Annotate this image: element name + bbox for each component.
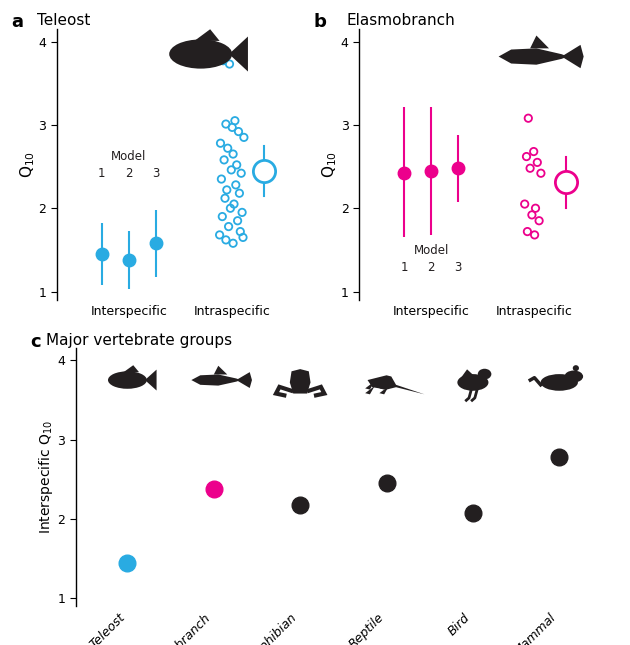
- Text: Model: Model: [111, 150, 146, 163]
- Polygon shape: [192, 375, 241, 386]
- Point: [215, 138, 226, 148]
- Ellipse shape: [564, 370, 583, 382]
- Polygon shape: [195, 29, 220, 41]
- Y-axis label: Q$_{10}$: Q$_{10}$: [321, 151, 340, 178]
- Ellipse shape: [478, 369, 491, 379]
- Text: 3: 3: [152, 166, 159, 179]
- Ellipse shape: [541, 374, 578, 391]
- Point: [230, 115, 240, 126]
- Point: [231, 180, 241, 190]
- Point: [530, 230, 540, 240]
- Polygon shape: [145, 370, 157, 390]
- Point: [536, 168, 546, 179]
- Point: [219, 155, 229, 165]
- Ellipse shape: [573, 365, 579, 371]
- Point: [232, 215, 243, 226]
- Point: [226, 164, 236, 175]
- Point: [529, 146, 539, 157]
- Point: [229, 199, 239, 209]
- Polygon shape: [498, 48, 568, 64]
- Ellipse shape: [457, 374, 488, 391]
- Text: c: c: [30, 333, 41, 351]
- Polygon shape: [459, 370, 479, 380]
- Point: [216, 174, 226, 184]
- Y-axis label: Interspecific Q$_{10}$: Interspecific Q$_{10}$: [37, 421, 55, 534]
- Point: [215, 230, 225, 240]
- Text: a: a: [11, 13, 23, 31]
- Point: [228, 149, 238, 159]
- Point: [530, 203, 541, 213]
- Polygon shape: [236, 372, 252, 388]
- Point: [220, 193, 230, 203]
- Point: [527, 210, 537, 220]
- Text: Major vertebrate groups: Major vertebrate groups: [46, 333, 232, 348]
- Polygon shape: [123, 365, 139, 372]
- Point: [224, 59, 234, 69]
- Point: [522, 226, 532, 237]
- Polygon shape: [379, 386, 389, 394]
- Point: [218, 55, 228, 66]
- Point: [217, 212, 227, 222]
- Polygon shape: [365, 386, 375, 394]
- Polygon shape: [367, 375, 425, 394]
- Point: [227, 122, 238, 132]
- Point: [522, 152, 532, 162]
- Point: [221, 119, 231, 129]
- Polygon shape: [229, 37, 248, 72]
- Polygon shape: [530, 35, 549, 48]
- Point: [224, 221, 234, 232]
- Text: 2: 2: [125, 166, 132, 179]
- Text: 1: 1: [98, 166, 105, 179]
- Polygon shape: [214, 366, 227, 375]
- Point: [520, 199, 530, 209]
- Point: [228, 238, 238, 248]
- Polygon shape: [290, 369, 311, 393]
- Point: [222, 184, 232, 195]
- Text: Model: Model: [413, 244, 449, 257]
- Point: [222, 143, 232, 154]
- Text: 2: 2: [427, 261, 435, 273]
- Point: [239, 132, 249, 143]
- Text: Elasmobranch: Elasmobranch: [346, 13, 455, 28]
- Point: [234, 188, 244, 199]
- Ellipse shape: [169, 39, 232, 68]
- Point: [237, 207, 247, 217]
- Point: [234, 126, 244, 137]
- Ellipse shape: [108, 372, 147, 389]
- Point: [226, 203, 236, 213]
- Point: [235, 226, 245, 237]
- Text: Teleost: Teleost: [37, 13, 90, 28]
- Point: [534, 215, 544, 226]
- Point: [236, 168, 246, 179]
- Y-axis label: Q$_{10}$: Q$_{10}$: [18, 151, 37, 178]
- Polygon shape: [561, 45, 583, 68]
- Point: [524, 113, 534, 123]
- Text: 3: 3: [454, 261, 462, 273]
- Point: [525, 163, 535, 174]
- Polygon shape: [365, 381, 375, 390]
- Text: b: b: [314, 13, 326, 31]
- Point: [532, 157, 542, 168]
- Polygon shape: [379, 381, 389, 390]
- Point: [232, 160, 242, 170]
- Point: [221, 235, 231, 245]
- Point: [238, 232, 248, 243]
- Text: 1: 1: [400, 261, 408, 273]
